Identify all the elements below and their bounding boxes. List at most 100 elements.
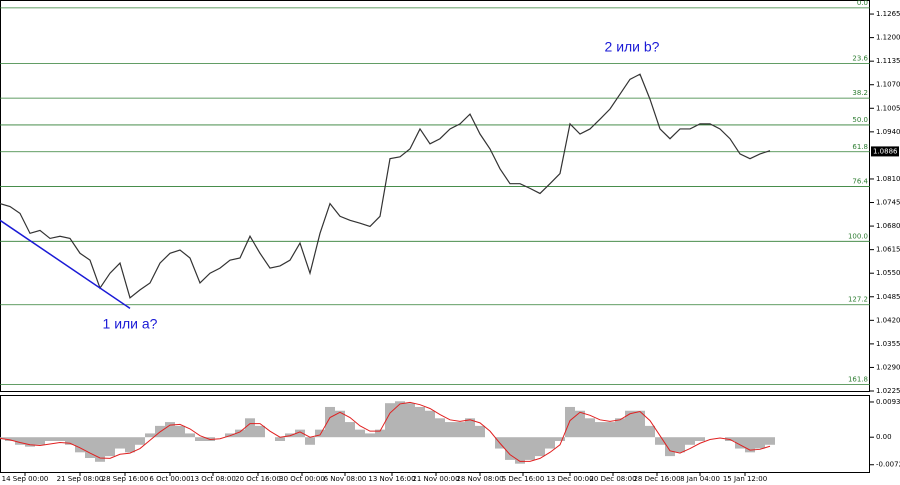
histogram-bar <box>645 425 655 438</box>
histogram-bar <box>415 406 425 438</box>
x-tick-label: 28 Sep 16:00 <box>102 475 149 483</box>
histogram-bar <box>105 437 115 457</box>
histogram-bar <box>25 437 35 447</box>
histogram-bar <box>315 429 325 438</box>
last-price-box <box>871 146 899 157</box>
histogram-bar <box>55 437 65 441</box>
x-tick-label: 6 Nov 08:00 <box>324 475 367 483</box>
x-tick-label: 13 Oct 08:00 <box>190 475 236 483</box>
histogram-bar <box>345 422 355 438</box>
histogram-bar <box>375 429 385 438</box>
fib-label: 127.2 <box>848 296 868 304</box>
wave-annotation: 2 или b? <box>605 39 660 55</box>
wave-line <box>0 219 131 309</box>
y-tick-label: 1.0745 <box>876 199 900 207</box>
oscillator-panel <box>0 395 870 473</box>
histogram-bar <box>195 437 205 441</box>
histogram-bar <box>65 437 75 445</box>
histogram-bar <box>35 437 45 445</box>
wave-annotation: 1 или a? <box>103 316 158 332</box>
histogram-bar <box>605 422 615 438</box>
x-tick-label: 21 Nov 00:00 <box>412 475 459 483</box>
histogram-bar <box>515 437 525 464</box>
y-tick-label: -0.00728 <box>876 461 900 469</box>
histogram-bar <box>305 437 315 445</box>
histogram-bar <box>615 418 625 438</box>
histogram-bar <box>535 437 545 457</box>
histogram-bar <box>145 433 155 438</box>
y-tick-label: 1.0940 <box>876 128 900 136</box>
y-tick-label: 1.0355 <box>876 340 900 348</box>
histogram-bar <box>625 410 635 438</box>
histogram-bar <box>245 418 255 438</box>
x-tick-label: 15 Jan 12:00 <box>723 475 767 483</box>
histogram-bar <box>185 433 195 438</box>
x-tick-label: 5 Dec 16:00 <box>502 475 545 483</box>
histogram-bar <box>745 437 755 453</box>
fib-label: 61.8 <box>852 143 868 151</box>
x-tick-label: 14 Sep 00:00 <box>2 475 49 483</box>
histogram-bar <box>355 429 365 438</box>
y-tick-label: 1.1070 <box>876 81 900 89</box>
main-panel <box>0 0 870 392</box>
fib-label: 50.0 <box>852 116 868 124</box>
histogram-bar <box>385 403 395 438</box>
y-tick-label: 1.1005 <box>876 104 900 112</box>
histogram-bar <box>275 437 285 441</box>
histogram-bar <box>15 437 25 445</box>
histogram-bar <box>425 410 435 438</box>
histogram-bar <box>665 437 675 457</box>
histogram-bar <box>585 418 595 438</box>
x-tick-label: 28 Dec 16:00 <box>633 475 680 483</box>
histogram-bar <box>85 437 95 459</box>
histogram-bar <box>755 437 765 449</box>
histogram-bar <box>135 437 145 445</box>
last-price-label: 1.0886 <box>873 147 898 155</box>
fib-label: 76.4 <box>852 178 868 186</box>
x-tick-label: 8 Jan 04:00 <box>680 475 720 483</box>
y-tick-label: 1.1265 <box>876 10 900 18</box>
histogram-bar <box>475 425 485 438</box>
y-tick-label: 1.0225 <box>876 387 900 395</box>
histogram-bar <box>465 418 475 438</box>
histogram-bar <box>735 437 745 449</box>
histogram-bar <box>75 437 85 453</box>
y-tick-label: 1.0485 <box>876 293 900 301</box>
fib-label: 161.8 <box>848 375 868 383</box>
histogram-bar <box>505 437 515 460</box>
histogram-bar <box>675 437 685 453</box>
y-tick-label: 0.00 <box>876 433 892 441</box>
y-tick-label: 0.00932 <box>876 398 900 406</box>
histogram-bar <box>655 437 665 445</box>
x-tick-label: 13 Dec 00:00 <box>546 475 593 483</box>
histogram-bar <box>115 437 125 449</box>
fib-label: 23.6 <box>852 54 868 62</box>
histogram-bar <box>295 429 305 438</box>
histogram-bar <box>695 437 705 441</box>
x-tick-label: 21 Sep 08:00 <box>57 475 104 483</box>
y-tick-label: 1.0420 <box>876 316 900 324</box>
histogram-bar <box>525 437 535 460</box>
histogram-bar <box>635 410 645 438</box>
x-tick-label: 20 Dec 08:00 <box>589 475 636 483</box>
histogram-bar <box>595 422 605 438</box>
fib-label: 38.2 <box>852 89 868 97</box>
histogram-bar <box>5 437 15 441</box>
histogram-bar <box>175 425 185 438</box>
histogram-bar <box>405 403 415 438</box>
histogram-bar <box>0 437 5 440</box>
y-tick-label: 1.1135 <box>876 57 900 65</box>
y-tick-label: 1.0290 <box>876 363 900 371</box>
price-line <box>0 73 771 299</box>
x-tick-label: 30 Oct 00:00 <box>279 475 325 483</box>
y-tick-label: 1.0680 <box>876 222 900 230</box>
histogram-bar <box>95 437 105 462</box>
y-tick-label: 1.0810 <box>876 175 900 183</box>
histogram-bar <box>575 410 585 438</box>
y-tick-label: 1.1200 <box>876 34 900 42</box>
histogram-bar <box>685 437 695 445</box>
histogram-bar <box>555 437 565 441</box>
x-tick-label: 28 Nov 08:00 <box>456 475 503 483</box>
histogram-bar <box>45 437 55 441</box>
